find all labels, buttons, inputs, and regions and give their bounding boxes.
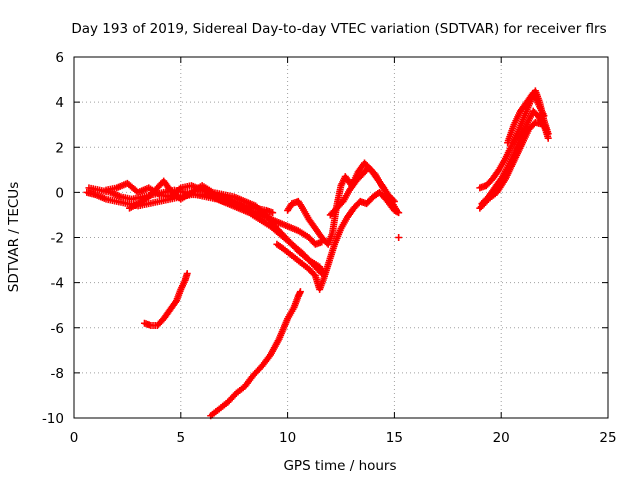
ticks-group: 0 5 10 15 20 25 -10 -8 -6 -4 -2 0 2 4 6	[42, 50, 617, 446]
data-point	[540, 112, 548, 120]
x-tick-label: 15	[386, 430, 403, 446]
data-point	[544, 134, 552, 142]
y-tick-label: -2	[51, 231, 64, 247]
series-track-10	[395, 234, 403, 241]
data-point	[296, 288, 304, 296]
y-tick-label: 4	[55, 95, 64, 111]
y-tick-label: -8	[51, 366, 64, 382]
series-track-13	[476, 118, 552, 212]
data-group	[83, 87, 552, 420]
x-tick-label: 5	[177, 430, 186, 446]
x-tick-label: 20	[493, 430, 510, 446]
data-point	[393, 206, 401, 214]
y-tick-label: 0	[55, 185, 64, 201]
y-tick-label: 6	[55, 50, 64, 66]
data-point	[390, 197, 398, 205]
series-track-8	[140, 270, 191, 329]
y-tick-label: -4	[51, 276, 64, 292]
x-axis-label: GPS time / hours	[283, 458, 396, 474]
x-tick-label: 10	[279, 430, 296, 446]
y-tick-label: 2	[55, 140, 64, 156]
y-tick-label: -6	[51, 321, 64, 337]
data-point	[175, 185, 183, 193]
y-axis-label: SDTVAR / TECUs	[6, 182, 22, 292]
series-track-4	[102, 179, 277, 217]
series-track-14	[504, 89, 548, 147]
series-track-9	[207, 288, 304, 420]
data-point	[269, 209, 277, 217]
data-point	[389, 196, 397, 204]
x-tick-label: 0	[70, 430, 79, 446]
series-track-5	[273, 188, 403, 293]
data-point	[395, 234, 403, 241]
grid-group	[74, 57, 608, 418]
chart-title: Day 193 of 2019, Sidereal Day-to-day VTE…	[71, 21, 606, 37]
y-tick-label: -10	[42, 411, 64, 427]
x-tick-label: 25	[599, 430, 616, 446]
series-track-2	[85, 184, 326, 278]
series-track-7	[326, 164, 398, 219]
data-point	[183, 270, 191, 278]
